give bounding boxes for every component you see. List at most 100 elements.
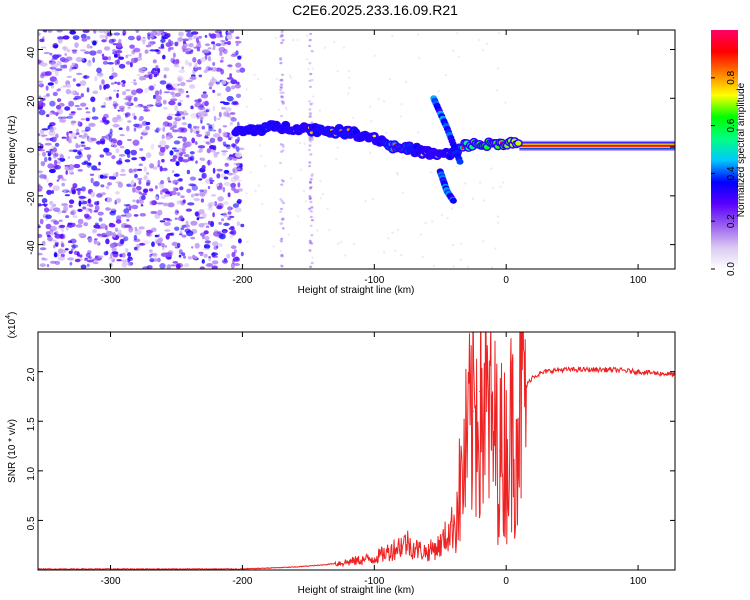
noise-cell [103, 234, 109, 238]
noise-cell [208, 220, 211, 225]
noise-cell [342, 46, 346, 49]
noise-cell [173, 149, 179, 152]
noise-cell [437, 90, 440, 93]
noise-cell [189, 127, 193, 134]
noise-cell [232, 203, 239, 209]
noise-cell [377, 97, 380, 101]
noise-cell [140, 136, 143, 140]
noise-cell [117, 181, 123, 188]
noise-cell [207, 206, 213, 211]
snr-point [294, 566, 296, 568]
noise-cell [57, 175, 61, 181]
noise-cell [196, 134, 203, 137]
snr-frame [37, 331, 676, 571]
noise-cell [86, 87, 90, 93]
noise-cell [170, 91, 175, 96]
noise-cell [234, 256, 239, 261]
noise-cell [97, 30, 106, 33]
noise-cell [40, 73, 45, 79]
noise-cell [92, 40, 97, 46]
noise-cell [174, 105, 179, 112]
noise-cell [203, 253, 208, 258]
noise-cell [167, 122, 173, 128]
noise-cell [194, 62, 198, 69]
noise-cell [222, 141, 227, 146]
noise-cell [281, 180, 285, 183]
noise-cell [220, 80, 227, 85]
noise-cell [233, 172, 236, 176]
noise-cell [221, 150, 228, 153]
noise-cell [53, 244, 56, 249]
noise-cell [161, 33, 165, 36]
noise-cell [108, 176, 112, 180]
noise-cell [110, 208, 117, 211]
noise-cell [48, 168, 56, 174]
noise-cell [98, 161, 101, 166]
noise-cell [116, 92, 119, 99]
noise-cell [275, 77, 278, 81]
noise-cell [47, 30, 53, 33]
noise-cell [127, 262, 133, 266]
y-tick-label: 1.0 [26, 466, 37, 480]
noise-cell [471, 197, 475, 200]
noise-cell [86, 162, 92, 168]
noise-cell [177, 127, 185, 133]
noise-cell [182, 147, 186, 153]
noise-cell [179, 186, 184, 191]
noise-cell [118, 63, 126, 69]
noise-cell [69, 90, 76, 95]
noise-cell [77, 151, 82, 155]
noise-cell [481, 48, 485, 52]
noise-cell [352, 243, 355, 246]
noise-cell [68, 164, 75, 170]
noise-cell [49, 148, 53, 151]
noise-cell [170, 98, 178, 102]
noise-cell [166, 264, 171, 269]
noise-cell [146, 179, 151, 185]
noise-cell [55, 104, 62, 110]
noise-cell [227, 192, 231, 198]
noise-cell [50, 85, 55, 89]
noise-cell [139, 213, 146, 217]
noise-cell [64, 194, 71, 197]
noise-cell [72, 78, 76, 82]
noise-cell [198, 209, 205, 215]
noise-cell [131, 204, 139, 210]
noise-cell [145, 44, 152, 48]
noise-cell [309, 153, 313, 156]
noise-cell [38, 109, 46, 116]
noise-cell [159, 140, 167, 146]
noise-cell [138, 76, 145, 81]
noise-cell [68, 168, 74, 173]
noise-cell [57, 88, 61, 92]
noise-cell [46, 263, 50, 268]
noise-cell [404, 80, 408, 84]
noise-cell [452, 265, 455, 268]
noise-cell [231, 186, 236, 191]
noise-cell [460, 242, 463, 245]
colorbar: 0.0 0.2 0.4 0.6 0.8 Normalized spectral ampl… [711, 30, 747, 276]
noise-cell [175, 263, 181, 269]
noise-cell [280, 207, 283, 211]
signal-cell [515, 140, 522, 146]
noise-cell [218, 128, 222, 134]
noise-cell [57, 157, 63, 161]
noise-cell [328, 228, 331, 232]
noise-cell [139, 242, 146, 246]
x-tick-label: 0 [503, 275, 509, 286]
noise-cell [51, 190, 54, 194]
noise-cell [121, 259, 129, 263]
noise-cell [70, 120, 77, 124]
noise-cell [154, 90, 160, 96]
snr-series-line [38, 332, 675, 570]
noise-cell [497, 67, 500, 70]
noise-cell [281, 91, 285, 94]
noise-cell [155, 185, 158, 190]
noise-cell [43, 52, 50, 54]
noise-cell [107, 182, 112, 186]
noise-cell [118, 39, 122, 44]
noise-cell [348, 76, 351, 79]
noise-cell [49, 52, 53, 56]
noise-cell [96, 233, 102, 237]
noise-cell [119, 134, 125, 137]
